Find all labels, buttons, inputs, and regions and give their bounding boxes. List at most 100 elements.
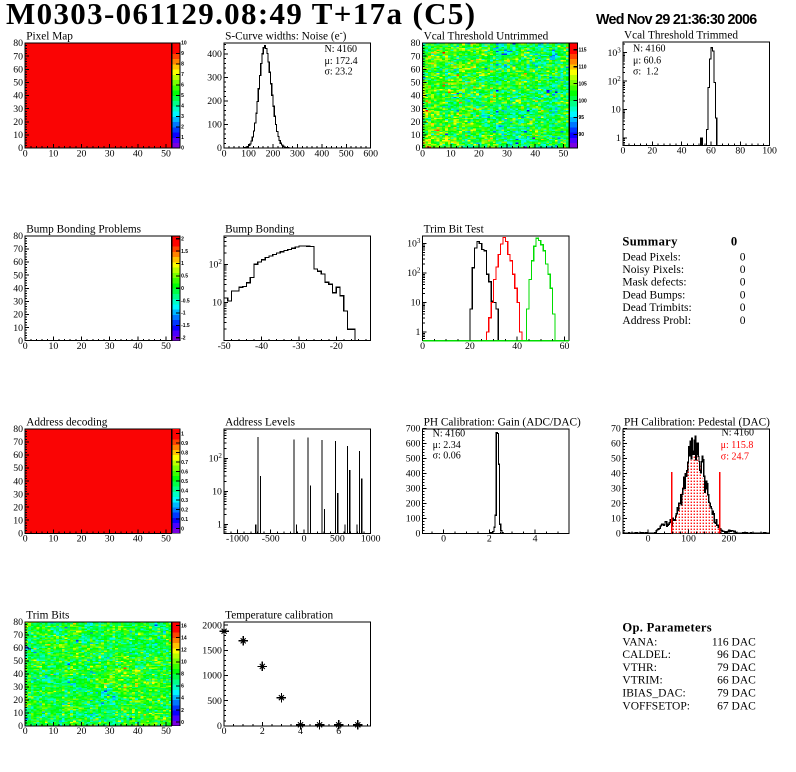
svg-text:0: 0 [181,720,184,726]
svg-text:10: 10 [48,726,58,737]
svg-text:0: 0 [23,341,28,352]
svg-text:40: 40 [133,726,143,737]
svg-text:10: 10 [48,148,58,159]
svg-text:9: 9 [181,51,184,57]
svg-text:0: 0 [217,143,222,154]
svg-text:20: 20 [411,117,421,128]
svg-text:-1.5: -1.5 [181,323,190,329]
svg-text:10: 10 [13,323,23,334]
svg-text:40: 40 [530,148,540,159]
svg-text:80: 80 [13,424,23,435]
svg-text:300: 300 [290,148,305,159]
svg-text:70: 70 [611,424,621,435]
svg-text:40: 40 [13,669,23,680]
svg-text:50: 50 [161,726,171,737]
svg-text:105: 105 [579,81,588,87]
svg-text:80: 80 [735,146,745,157]
svg-text:1000: 1000 [361,534,381,545]
svg-text:10: 10 [611,514,621,525]
svg-text:N: 4160: N: 4160 [433,428,466,439]
svg-text:90: 90 [579,132,585,138]
svg-text:100: 100 [241,148,256,159]
svg-text:10: 10 [48,341,58,352]
svg-text:-500: -500 [262,534,280,545]
svg-text:300: 300 [207,73,222,84]
svg-text:40: 40 [611,469,621,480]
svg-text:0: 0 [222,148,227,159]
svg-text:30: 30 [105,726,115,737]
svg-text:1: 1 [616,133,621,144]
svg-text:100: 100 [579,98,588,104]
svg-text:Temperature calibration: Temperature calibration [225,610,333,622]
svg-text:20: 20 [13,695,23,706]
svg-text:0: 0 [18,721,23,732]
svg-text:20: 20 [611,499,621,510]
svg-text:60: 60 [13,64,23,75]
svg-text:0.2: 0.2 [181,507,188,513]
svg-text:30: 30 [105,341,115,352]
svg-text:40: 40 [677,146,687,157]
svg-text:IBIAS_DAC:: IBIAS_DAC: [622,688,685,700]
svg-text:N: 4160: N: 4160 [325,44,358,55]
svg-text:-1000: -1000 [226,534,249,545]
svg-text:Mask defects:: Mask defects: [622,277,686,289]
svg-text:0: 0 [18,143,23,154]
svg-text:10: 10 [411,298,421,309]
svg-text:4: 4 [298,726,303,737]
svg-text:0: 0 [740,277,746,289]
svg-text:10: 10 [212,298,222,309]
svg-text:0: 0 [740,302,746,314]
svg-text:8: 8 [181,672,184,678]
svg-text:10: 10 [446,148,456,159]
svg-text:-1: -1 [181,311,186,317]
svg-text:6: 6 [181,83,184,89]
svg-text:30: 30 [502,148,512,159]
svg-text:2: 2 [487,534,492,545]
svg-text:Op. Parameters: Op. Parameters [622,621,712,635]
svg-text:0: 0 [18,336,23,347]
svg-text:50: 50 [411,78,421,89]
svg-text:Address Probl:: Address Probl: [622,315,691,327]
svg-text:3: 3 [181,114,184,120]
svg-text:30: 30 [13,104,23,115]
svg-text:1: 1 [181,431,184,437]
svg-text:30: 30 [611,484,621,495]
svg-text:600: 600 [363,148,378,159]
svg-text:50: 50 [161,341,171,352]
svg-text:400: 400 [207,49,222,60]
svg-text:400: 400 [314,148,329,159]
svg-text:80: 80 [13,231,23,242]
svg-text:Dead Trimbits:: Dead Trimbits: [622,302,691,314]
svg-text:20: 20 [13,502,23,513]
svg-text:-0.5: -0.5 [181,298,190,304]
svg-text:0: 0 [616,529,621,540]
svg-text:N: 4160: N: 4160 [722,428,755,439]
svg-text:500: 500 [406,454,421,465]
svg-text:110: 110 [579,64,587,70]
svg-text:10: 10 [611,105,621,116]
svg-text:PH Calibration: Pedestal (DAC): PH Calibration: Pedestal (DAC) [624,416,770,428]
svg-text:Dead Pixels:: Dead Pixels: [622,251,680,263]
svg-text:0: 0 [302,534,307,545]
svg-text:2000: 2000 [202,620,222,631]
svg-text:500: 500 [330,534,345,545]
svg-text:500: 500 [207,696,222,707]
svg-text:0: 0 [740,315,746,327]
svg-text:20: 20 [647,146,657,157]
svg-text:700: 700 [406,424,421,435]
svg-text:100: 100 [681,534,696,545]
svg-text:70: 70 [13,51,23,62]
svg-text:0: 0 [23,148,28,159]
svg-text:12: 12 [181,647,187,653]
svg-text:96 DAC: 96 DAC [717,649,756,661]
svg-text:Trim Bit Test: Trim Bit Test [424,223,485,235]
svg-text:66 DAC: 66 DAC [717,675,756,687]
svg-text:200: 200 [722,534,737,545]
svg-text:Address Levels: Address Levels [225,416,295,428]
svg-text:0: 0 [181,286,184,292]
svg-text:100: 100 [207,120,222,131]
svg-text:1: 1 [181,135,184,141]
svg-text:20: 20 [13,117,23,128]
svg-text:95: 95 [579,115,585,121]
svg-text:0: 0 [740,264,746,276]
